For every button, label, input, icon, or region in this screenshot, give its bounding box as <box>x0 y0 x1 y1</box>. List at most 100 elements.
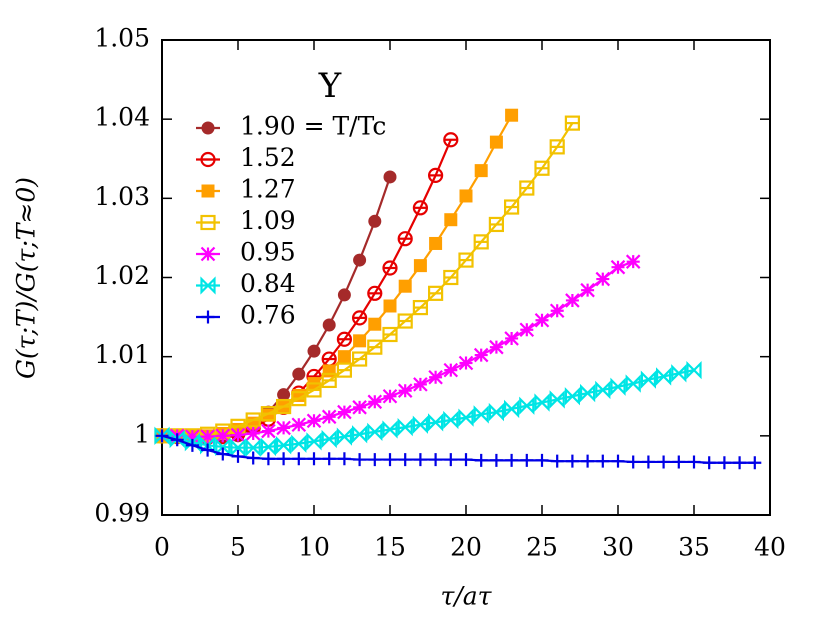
marker <box>505 108 519 122</box>
marker <box>367 285 383 301</box>
marker <box>488 216 504 233</box>
marker <box>215 437 231 457</box>
marker-shape <box>610 377 626 396</box>
marker-shape <box>231 449 245 463</box>
marker <box>534 393 550 412</box>
marker-shape <box>215 437 231 457</box>
marker <box>504 199 520 215</box>
marker <box>383 453 397 467</box>
marker <box>277 388 291 402</box>
marker <box>200 246 216 262</box>
marker <box>321 429 337 449</box>
marker <box>595 271 611 287</box>
marker <box>353 253 367 267</box>
marker <box>353 453 367 467</box>
marker-shape <box>687 455 701 469</box>
x-axis-label: τ/aτ <box>441 582 493 611</box>
marker-shape <box>201 184 215 198</box>
x-tick-label: 30 <box>602 533 634 562</box>
marker <box>382 420 398 439</box>
marker-shape <box>459 189 473 203</box>
marker <box>201 121 215 135</box>
marker <box>200 214 216 231</box>
marker <box>504 399 520 419</box>
marker <box>337 404 352 420</box>
marker-shape <box>246 451 260 465</box>
marker-shape <box>443 362 459 378</box>
marker-shape <box>413 259 427 273</box>
marker-shape <box>519 396 535 415</box>
marker <box>368 453 382 467</box>
marker-shape <box>185 429 200 444</box>
marker-shape <box>656 367 672 386</box>
marker-shape <box>519 322 535 338</box>
y-tick-label: 1.05 <box>94 24 150 53</box>
marker-shape <box>489 453 503 467</box>
marker <box>382 326 398 343</box>
marker <box>277 452 291 466</box>
marker-shape <box>550 454 564 468</box>
marker-shape <box>383 299 397 313</box>
marker <box>398 453 412 467</box>
marker <box>321 409 337 425</box>
marker <box>368 214 382 228</box>
x-tick-label: 40 <box>754 533 786 562</box>
legend-label: 0.84 <box>240 269 296 298</box>
marker <box>352 400 367 415</box>
marker <box>564 115 581 131</box>
marker-shape <box>307 344 321 358</box>
marker-shape <box>322 318 336 332</box>
marker-shape <box>185 438 199 452</box>
marker-shape <box>520 453 534 467</box>
marker-shape <box>444 213 458 227</box>
marker-shape <box>535 453 549 467</box>
marker-shape <box>565 293 580 308</box>
marker <box>580 282 595 298</box>
marker-shape <box>382 420 398 439</box>
marker <box>230 438 246 457</box>
marker <box>413 259 427 273</box>
marker-shape <box>473 347 489 363</box>
marker-shape <box>368 317 382 331</box>
marker <box>702 456 716 470</box>
marker <box>459 453 473 467</box>
marker <box>549 390 565 409</box>
marker-shape <box>321 409 337 425</box>
marker-shape <box>625 254 641 269</box>
marker <box>353 334 367 348</box>
marker-shape <box>443 410 459 430</box>
marker <box>292 367 306 381</box>
marker <box>201 184 215 198</box>
series-line <box>162 260 634 438</box>
marker <box>444 213 458 227</box>
marker <box>565 293 580 308</box>
marker-shape <box>428 369 443 385</box>
marker <box>505 453 519 467</box>
marker-shape <box>353 253 367 267</box>
marker <box>581 454 595 468</box>
marker <box>246 451 260 465</box>
marker <box>519 322 535 338</box>
marker <box>443 410 459 430</box>
marker <box>276 420 291 436</box>
marker <box>473 347 489 363</box>
marker <box>383 170 397 184</box>
marker <box>352 425 368 444</box>
marker-shape <box>428 413 444 432</box>
marker-shape <box>307 452 321 466</box>
marker <box>368 317 382 331</box>
marker-shape <box>474 453 488 467</box>
marker <box>382 260 398 276</box>
marker-shape <box>276 420 291 436</box>
marker <box>382 388 398 404</box>
marker-shape <box>580 383 596 403</box>
marker <box>656 367 672 386</box>
marker-shape <box>337 350 351 364</box>
marker <box>458 355 474 371</box>
marker-shape <box>458 355 474 371</box>
marker <box>261 423 276 439</box>
marker <box>276 398 292 415</box>
marker <box>201 443 215 457</box>
marker-shape <box>352 400 367 415</box>
marker-shape <box>306 413 322 429</box>
